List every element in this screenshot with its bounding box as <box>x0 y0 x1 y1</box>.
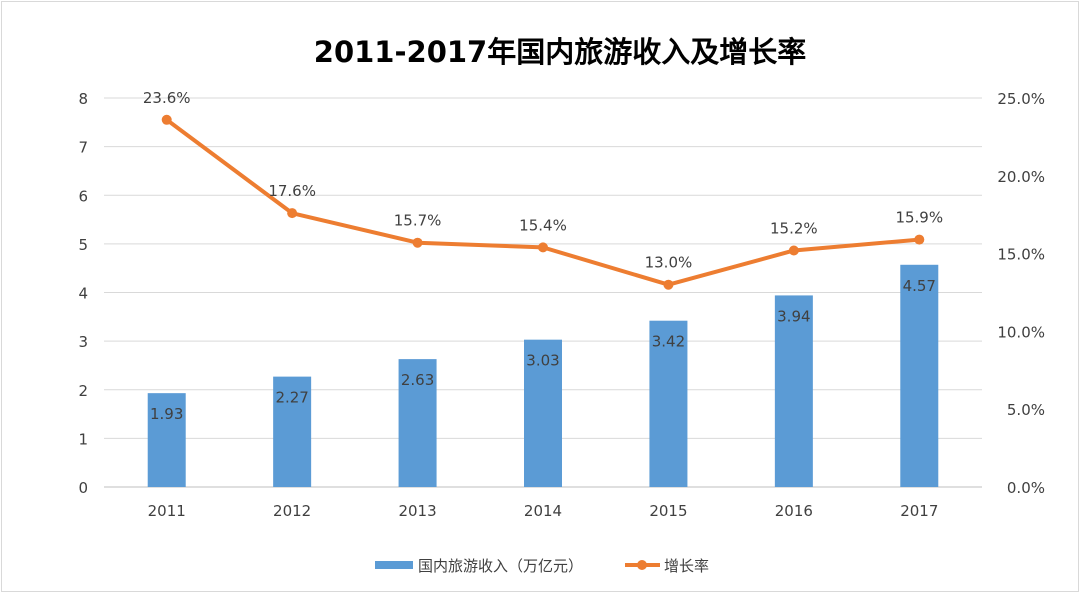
bar <box>649 320 688 487</box>
bar <box>398 359 437 487</box>
left-tick-label: 1 <box>78 430 88 448</box>
left-tick-label: 6 <box>78 187 88 205</box>
bar-data-label: 1.93 <box>150 405 183 423</box>
line-data-label: 15.4% <box>519 216 567 234</box>
bar-data-label: 4.57 <box>903 277 936 295</box>
line-data-label: 15.9% <box>895 209 943 227</box>
chart-title: 2011-2017年国内旅游收入及增长率 <box>314 35 806 69</box>
right-tick-label: 20.0% <box>997 168 1045 186</box>
left-tick-label: 7 <box>78 139 88 157</box>
bar <box>147 393 186 487</box>
bar-data-label: 2.63 <box>401 371 434 389</box>
right-tick-label: 5.0% <box>1007 401 1045 419</box>
line-data-label: 23.6% <box>143 89 191 107</box>
left-tick-label: 3 <box>78 333 88 351</box>
legend-bar-label: 国内旅游收入（万亿元） <box>418 557 583 575</box>
growth-line <box>165 118 920 287</box>
line-data-label: 13.0% <box>645 254 693 272</box>
left-tick-label: 2 <box>78 382 88 400</box>
x-tick-label: 2011 <box>148 502 186 520</box>
x-tick-label: 2016 <box>775 502 813 520</box>
bar <box>900 264 939 487</box>
left-tick-label: 4 <box>78 285 88 303</box>
legend-bar-swatch <box>375 561 413 569</box>
right-tick-label: 0.0% <box>1007 479 1045 497</box>
left-tick-label: 0 <box>78 479 88 497</box>
legend-line-label: 增长率 <box>664 557 709 575</box>
bar <box>524 339 562 487</box>
x-tick-label: 2013 <box>398 502 436 520</box>
legend-line-marker <box>637 560 647 570</box>
bar-data-label: 3.94 <box>777 307 810 325</box>
line-point <box>788 245 799 256</box>
bar <box>774 295 813 487</box>
line-point <box>161 114 172 125</box>
right-tick-label: 15.0% <box>997 246 1045 264</box>
line-point <box>412 237 423 248</box>
line-data-label: 15.2% <box>770 219 818 237</box>
right-tick-label: 25.0% <box>997 90 1045 108</box>
line-point <box>914 234 925 245</box>
x-tick-label: 2015 <box>649 502 687 520</box>
line-point <box>538 242 548 253</box>
bar-data-label: 2.27 <box>275 389 308 407</box>
x-tick-label: 2014 <box>524 502 562 520</box>
x-tick-label: 2017 <box>900 502 938 520</box>
line-point <box>663 279 674 290</box>
bar-data-label: 3.42 <box>652 333 685 351</box>
left-tick-label: 5 <box>78 236 88 254</box>
x-tick-label: 2012 <box>273 502 311 520</box>
line-point <box>287 208 298 219</box>
line-data-label: 17.6% <box>268 182 316 200</box>
left-tick-label: 8 <box>78 90 88 108</box>
bar <box>273 376 312 487</box>
line-data-label: 15.7% <box>394 212 442 230</box>
right-tick-label: 10.0% <box>997 323 1045 341</box>
bar-data-label: 3.03 <box>526 352 559 370</box>
